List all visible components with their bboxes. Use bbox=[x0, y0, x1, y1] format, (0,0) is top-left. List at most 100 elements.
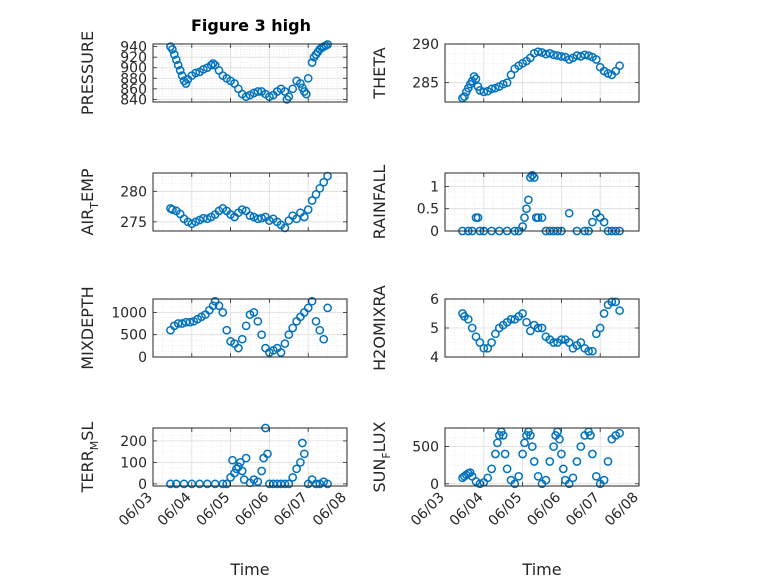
panel-1-y-tick-label: 940 bbox=[120, 40, 147, 56]
panel-6-data-point bbox=[491, 329, 500, 339]
panel-3-data-point bbox=[307, 196, 317, 205]
panel-1-data-point bbox=[307, 58, 317, 67]
panel-5-axes-box bbox=[152, 298, 348, 358]
panel-7-x-tick-label: 06/08 bbox=[310, 490, 350, 530]
panel-8-x-tick-label: 06/08 bbox=[602, 490, 642, 530]
panel-8-data-point bbox=[533, 471, 543, 481]
panel-5-y-tick-label: 500 bbox=[120, 328, 147, 344]
panel-6-data-point bbox=[487, 338, 496, 347]
panel-8-data-point bbox=[555, 434, 564, 444]
panel-7-x-tick-label: 06/07 bbox=[271, 490, 311, 530]
panel-5-data-point bbox=[315, 325, 325, 335]
panel-6-y-tick-label: 6 bbox=[430, 292, 439, 308]
panel-8-data-point bbox=[510, 479, 520, 489]
panel-8-data-point bbox=[549, 442, 558, 451]
panel-8-data-point bbox=[498, 431, 508, 440]
panel-7-data-point bbox=[284, 479, 294, 489]
panel-1-data-point bbox=[171, 55, 181, 65]
panel-4-y-tick-label: 1 bbox=[430, 179, 439, 195]
panel-1-data-point bbox=[303, 73, 313, 83]
panel-5-y-tick-label: 1000 bbox=[111, 305, 147, 321]
panel-4-data-point bbox=[537, 213, 547, 222]
panel-3-data-point bbox=[311, 190, 321, 199]
panel-7-data-point bbox=[257, 466, 266, 476]
panel-1-y-tick-label: 880 bbox=[120, 71, 147, 87]
panel-3-y-axis-label: AIRTEMP bbox=[78, 168, 101, 235]
panel-1-data-point bbox=[173, 60, 183, 70]
panel-6-data-point bbox=[483, 343, 493, 353]
panel-6-data-point bbox=[526, 326, 535, 336]
panel-2-data-point bbox=[615, 61, 624, 71]
panel-6-data-point bbox=[549, 338, 558, 347]
panel-5-data-point bbox=[284, 330, 294, 340]
panel-2-data-point bbox=[498, 79, 508, 89]
panel-1-axes-box bbox=[152, 43, 348, 103]
panel-2-y-tick-label: 290 bbox=[412, 37, 439, 53]
panel-2-data-point bbox=[533, 47, 543, 57]
panel-8-data-point bbox=[491, 449, 500, 459]
panel-4-data-point bbox=[526, 173, 535, 182]
panel-3-y-tick-label: 280 bbox=[120, 184, 147, 200]
panel-6-data-point bbox=[518, 309, 527, 318]
panel-1-data-point bbox=[284, 92, 294, 102]
panel-2-data-point bbox=[553, 51, 562, 60]
panel-8-data-point bbox=[541, 475, 551, 485]
panel-7-data-point bbox=[323, 479, 332, 489]
panel-3-axes-box bbox=[152, 172, 348, 232]
panel-5-data-point bbox=[234, 343, 243, 353]
panel-8-data-point bbox=[599, 475, 609, 485]
panel-1-data-point bbox=[241, 92, 251, 102]
panel-3-data-point bbox=[168, 205, 177, 214]
panel-4-data-point bbox=[473, 213, 483, 222]
panel-6-data-point bbox=[599, 309, 609, 318]
panel-8-data-point bbox=[572, 457, 582, 466]
panel-5-data-point bbox=[185, 317, 195, 327]
panel-7-data-point bbox=[299, 449, 309, 459]
panel-8-data-point bbox=[557, 449, 566, 459]
panel-8-x-tick-label: 06/07 bbox=[563, 490, 603, 530]
panel-6-data-point bbox=[576, 338, 586, 347]
panel-4-data-point bbox=[527, 170, 537, 180]
panel-4-data-point bbox=[524, 195, 533, 205]
panel-6-data-point bbox=[611, 297, 621, 307]
panel-1-data-point bbox=[169, 50, 179, 59]
panel-8-data-point bbox=[487, 464, 496, 474]
panel-8-axes-box bbox=[444, 427, 640, 487]
panel-6-data-point bbox=[595, 323, 605, 333]
panel-8-data-point bbox=[520, 438, 529, 448]
panel-6-data-point bbox=[537, 323, 547, 333]
panel-6-data-point bbox=[615, 306, 624, 315]
panel-1-data-point bbox=[249, 88, 259, 98]
panel-8-data-point bbox=[591, 471, 601, 481]
panel-1-y-tick-label: 840 bbox=[120, 92, 147, 108]
panel-7-data-point bbox=[292, 464, 301, 474]
panel-2-y-axis-label: THETA bbox=[370, 47, 389, 99]
panel-8-data-point bbox=[526, 431, 535, 440]
panel-1-data-point bbox=[191, 68, 201, 78]
panel-8-data-point bbox=[588, 449, 597, 459]
panel-8-data-point bbox=[527, 442, 537, 451]
panel-6-data-point bbox=[564, 338, 574, 347]
panel-5-data-point bbox=[280, 339, 290, 348]
panel-8-data-point bbox=[529, 457, 539, 466]
panel-1-y-axis-label: PRESSURE bbox=[78, 31, 97, 115]
panel-8-data-point bbox=[545, 457, 555, 466]
panel-5-data-point bbox=[177, 319, 187, 328]
panel-7-data-point bbox=[241, 453, 251, 463]
panel-7-data-point bbox=[237, 466, 247, 476]
panel-1-y-tick-label: 900 bbox=[120, 61, 147, 77]
panel-8-x-tick-label: 06/03 bbox=[408, 490, 448, 530]
panel-7-y-tick-label: 200 bbox=[120, 434, 147, 450]
panel-7-data-point bbox=[235, 458, 245, 467]
panel-4-data-point bbox=[533, 213, 543, 222]
panel-7-y-axis-label: TERRMSL bbox=[78, 422, 101, 494]
panel-2-data-point bbox=[479, 87, 489, 97]
panel-4-data-point bbox=[522, 204, 531, 214]
panel-5-data-point bbox=[323, 303, 332, 313]
panel-1-data-point bbox=[301, 89, 311, 99]
panel-6-y-tick-label: 4 bbox=[430, 350, 439, 366]
panel-7-data-point bbox=[296, 458, 305, 467]
panel-7-data-point bbox=[230, 468, 239, 478]
panel-5-data-point bbox=[276, 348, 286, 357]
panel-1-data-point bbox=[206, 60, 216, 70]
